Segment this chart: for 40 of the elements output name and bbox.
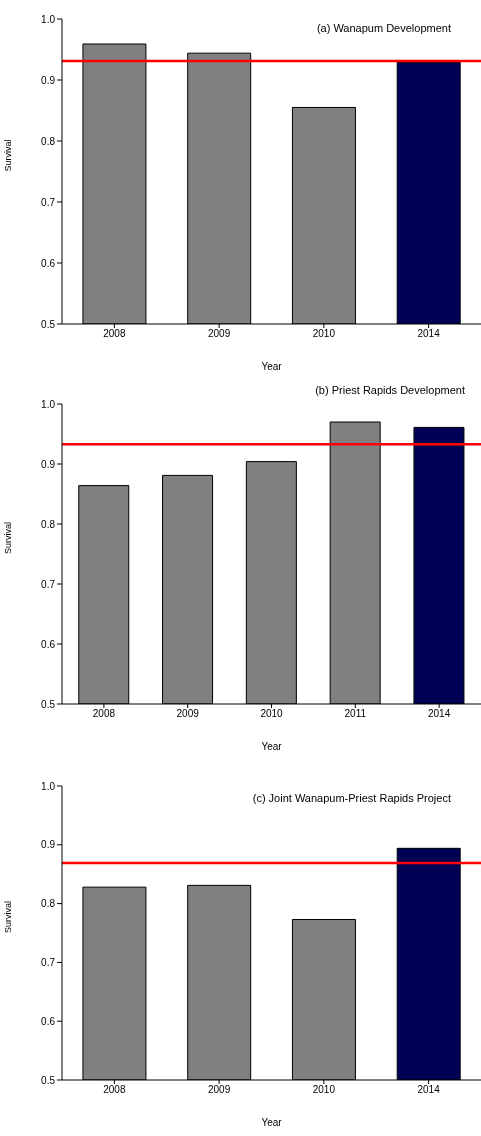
chart-title: (a) Wanapum Development bbox=[316, 22, 451, 34]
chart-title: (b) Priest Rapids Development bbox=[315, 384, 465, 396]
y-tick-label: 0.8 bbox=[41, 898, 56, 910]
y-tick-label: 1.0 bbox=[41, 398, 56, 410]
x-tick-label: 2009 bbox=[176, 708, 200, 720]
y-tick-label: 0.5 bbox=[41, 318, 56, 330]
x-tick-label: 2010 bbox=[260, 708, 284, 720]
x-tick-label: 2009 bbox=[208, 1084, 231, 1096]
x-tick-label: 2014 bbox=[417, 1084, 441, 1096]
y-tick-label: 1.0 bbox=[41, 13, 56, 25]
y-tick-label: 0.8 bbox=[41, 135, 56, 147]
y-tick-label: 1.0 bbox=[41, 780, 56, 792]
y-tick-label: 0.6 bbox=[41, 1015, 56, 1027]
y-tick-label: 0.7 bbox=[41, 196, 56, 208]
x-axis-title: Year bbox=[261, 741, 283, 752]
x-tick-label: 2010 bbox=[312, 328, 336, 340]
y-tick-label: 0.9 bbox=[41, 839, 56, 851]
y-axis-title: Survival bbox=[3, 900, 14, 933]
y-tick-label: 0.5 bbox=[41, 1074, 56, 1086]
x-tick-label: 2008 bbox=[103, 1084, 126, 1096]
y-tick-label: 0.7 bbox=[41, 956, 56, 968]
x-tick-label: 2011 bbox=[344, 708, 367, 720]
y-tick-label: 0.6 bbox=[41, 257, 56, 269]
x-axis-title: Year bbox=[261, 361, 283, 372]
x-tick-label: 2010 bbox=[312, 1084, 336, 1096]
y-tick-label: 0.9 bbox=[41, 74, 56, 86]
y-axis-title: Survival bbox=[3, 521, 14, 554]
x-tick-label: 2009 bbox=[208, 328, 231, 340]
y-tick-label: 0.8 bbox=[41, 518, 56, 530]
y-tick-label: 0.6 bbox=[41, 638, 56, 650]
y-tick-label: 0.7 bbox=[41, 578, 56, 590]
y-axis-title: Survival bbox=[3, 139, 14, 172]
x-tick-label: 2008 bbox=[103, 328, 126, 340]
x-tick-label: 2014 bbox=[417, 328, 441, 340]
y-tick-label: 0.5 bbox=[41, 698, 56, 710]
y-tick-label: 0.9 bbox=[41, 458, 56, 470]
x-tick-label: 2014 bbox=[427, 708, 451, 720]
x-axis-title: Year bbox=[261, 1117, 283, 1128]
text: (c) Joint Wanapum-Priest Rapids Project bbox=[252, 792, 451, 804]
x-tick-label: 2008 bbox=[92, 708, 116, 720]
